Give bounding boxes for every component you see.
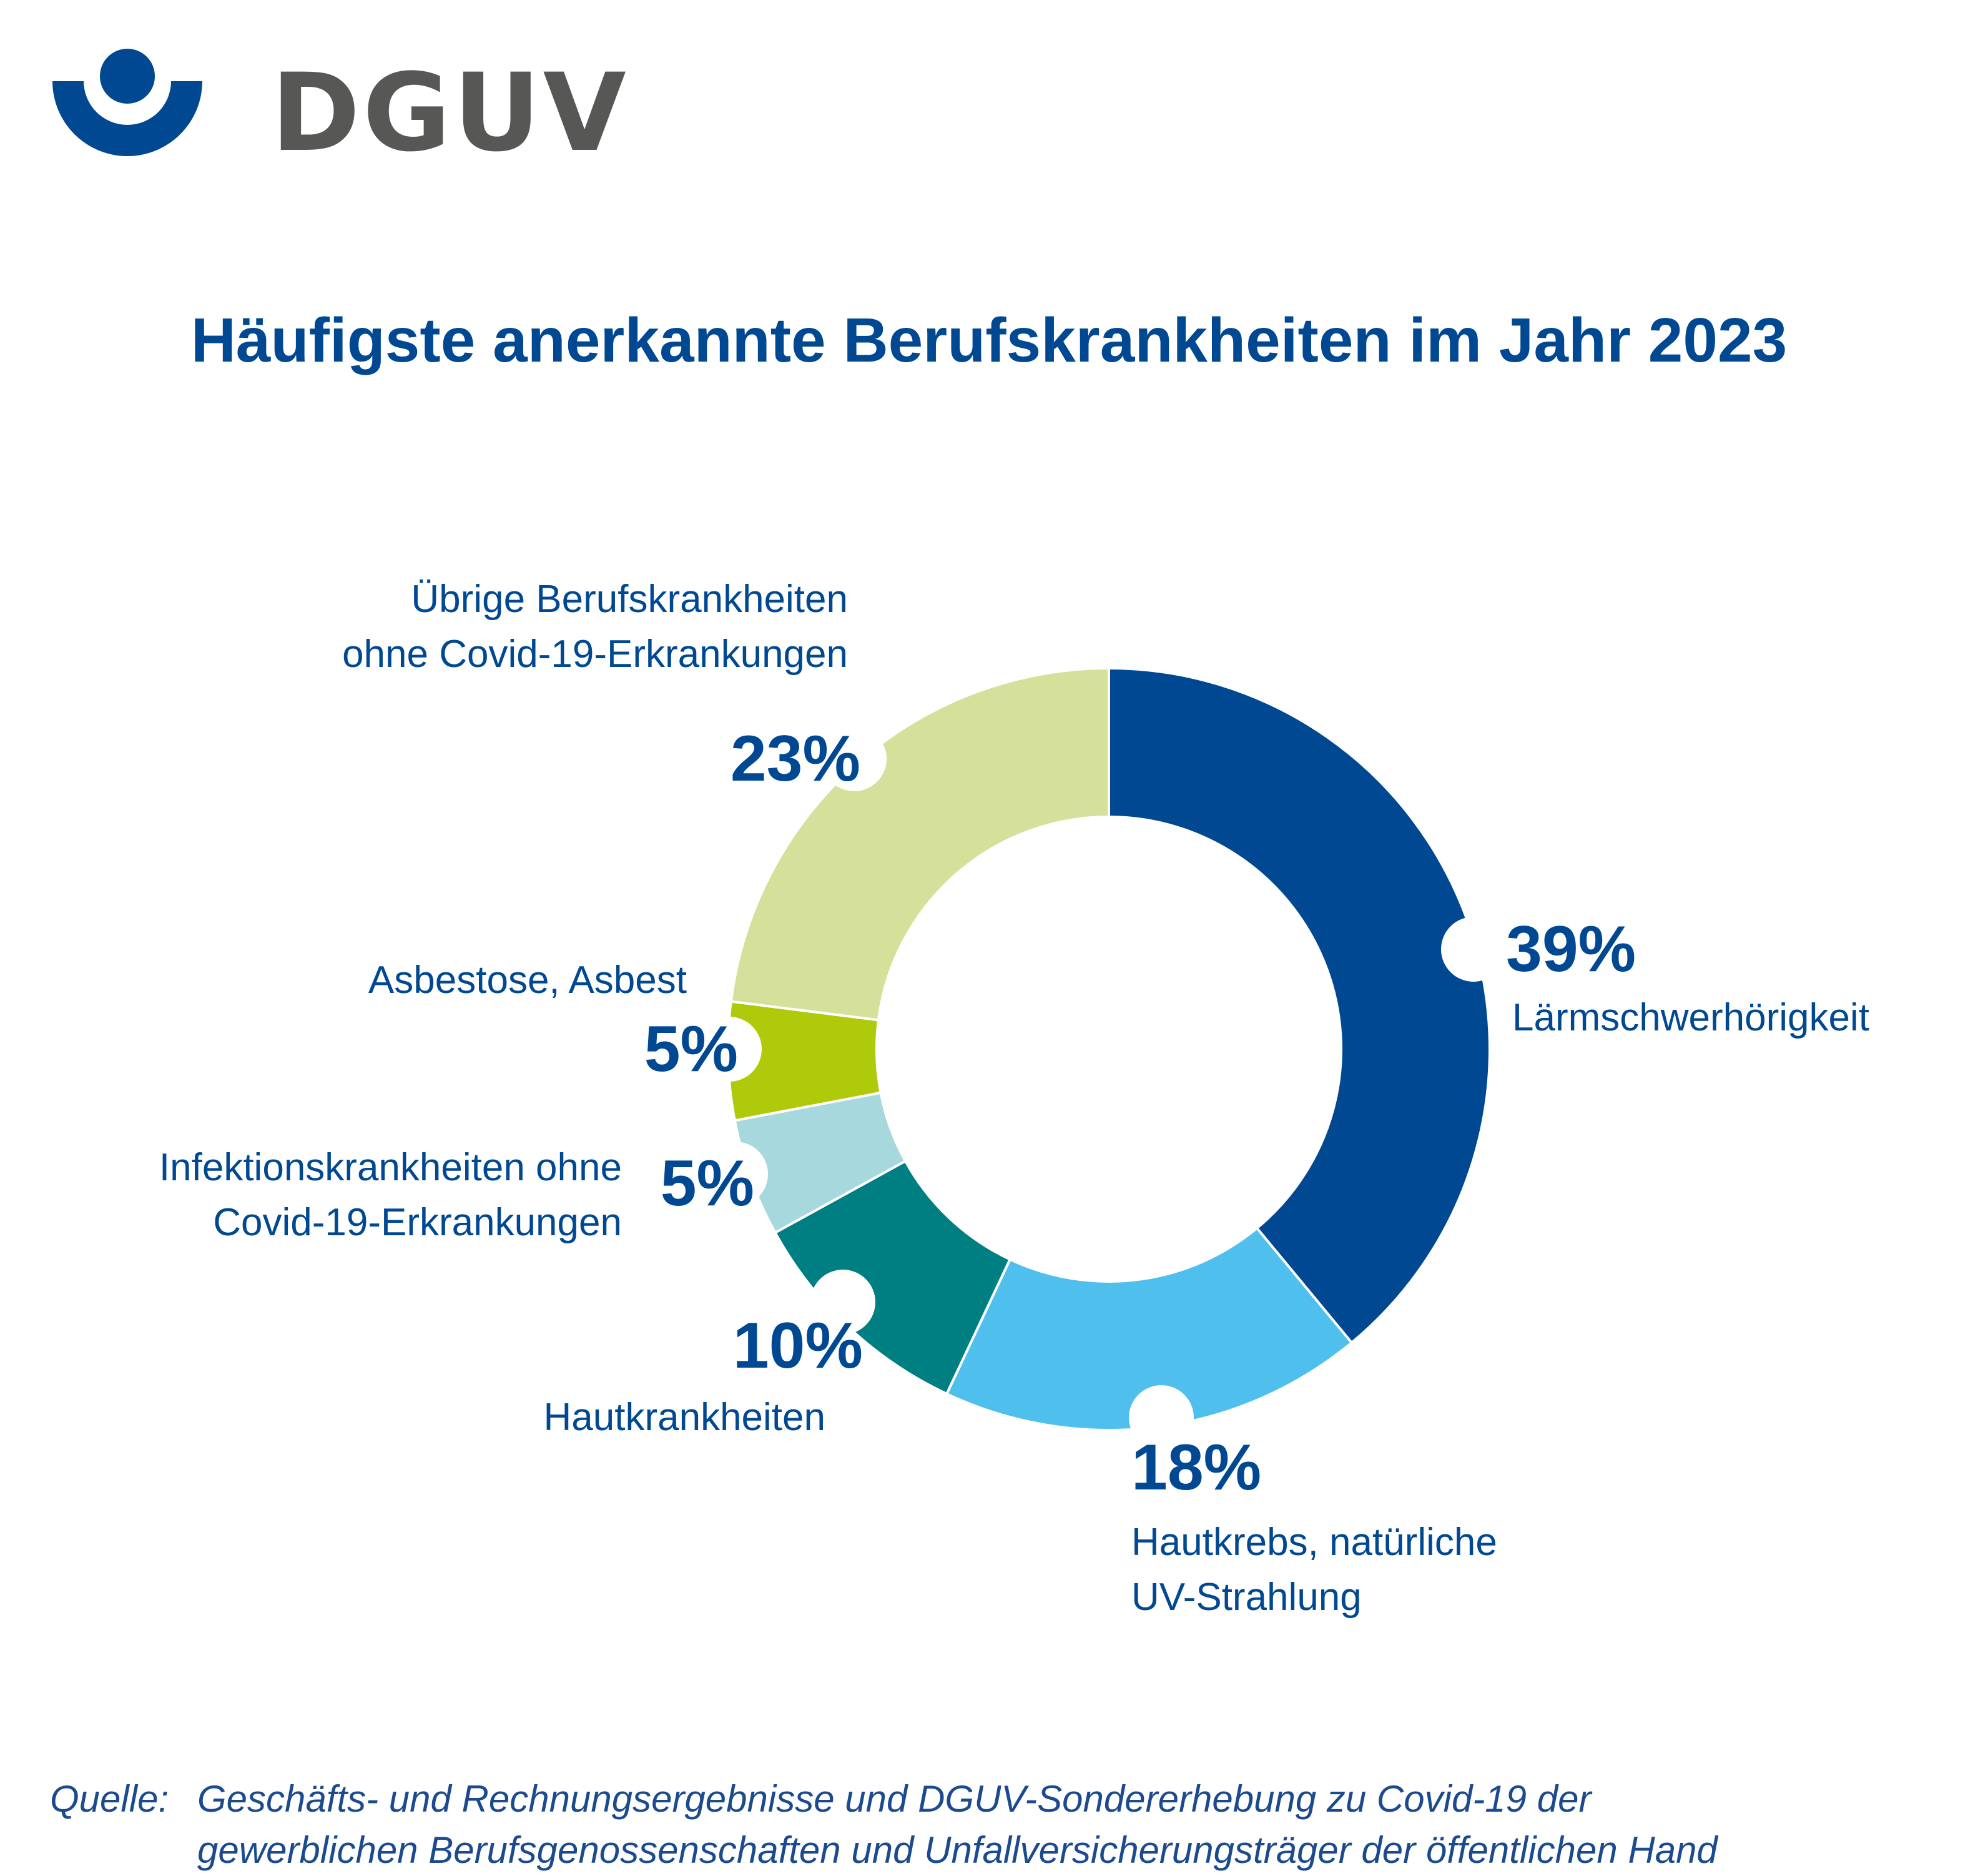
chart-title: Häufigste anerkannte Berufskrankheiten i… [190,305,1788,375]
slice-category-label-line: Lärmschwerhörigkeit [1512,996,1869,1039]
slice-percent-label: 23% [731,723,860,795]
label-bubble [697,1017,762,1082]
slice-category-label: Lärmschwerhörigkeit [1512,996,1869,1039]
logo-wordmark: DGUV [271,50,629,175]
slice-category-label-line: UV-Strahlung [1131,1576,1362,1619]
source-line-1: Geschäfts- und Rechnungsergebnisse und D… [197,1778,1592,1820]
slice-category-label: Hautkrebs, natürliche UV-Strahlung [1131,1521,1497,1619]
dguv-logo: DGUV [52,49,626,172]
label-bubble [1129,1385,1194,1450]
slice-percent-label: 18% [1131,1431,1261,1504]
source-line-2: gewerblichen Berufsgenossenschaften und … [197,1829,1718,1871]
slice-category-label: Infektionskrankheiten ohne Covid-19-Erkra… [159,1146,622,1244]
slice-category-label: Übrige Berufskrankheiten ohne Covid-19-Er… [342,578,848,676]
source-label: Quelle: [50,1778,169,1820]
slice-category-label-line: Übrige Berufskrankheiten [411,578,848,621]
donut-slices [726,666,1491,1431]
label-bubble [1441,917,1506,982]
slice-category-label: Asbestose, Asbest [368,959,687,1002]
slice-category-label-line: ohne Covid-19-Erkrankungen [342,633,848,676]
source-text: Geschäfts- und Rechnungsergebnisse und D… [197,1774,1921,1876]
slice-category-label: Hautkrankheiten [544,1396,826,1439]
dguv-emblem-icon [52,49,202,156]
slice-percent-label: 5% [644,1013,738,1085]
slice-percent-label: 5% [661,1147,754,1220]
slice-category-label-line: Covid-19-Erkrankungen [213,1201,622,1244]
slice-category-label-line: Asbestose, Asbest [368,959,687,1002]
donut-slice [945,1226,1354,1431]
slice-category-label-line: Infektionskrankheiten ohne [159,1146,622,1189]
label-bubble [703,1142,768,1207]
label-bubble [810,1270,875,1335]
slice-labels: 39% Lärmschwerhörigkeit 18% Hautkrebs, natü… [159,578,1869,1619]
donut-slice [729,666,1110,1022]
label-bubble [822,726,887,791]
slice-category-label-line: Hautkrebs, natürliche [1131,1521,1497,1564]
slice-percent-label: 10% [733,1310,863,1382]
slice-percent-label: 39% [1506,913,1636,985]
donut-slice [1108,666,1491,1345]
slice-category-label-line: Hautkrankheiten [544,1396,826,1439]
